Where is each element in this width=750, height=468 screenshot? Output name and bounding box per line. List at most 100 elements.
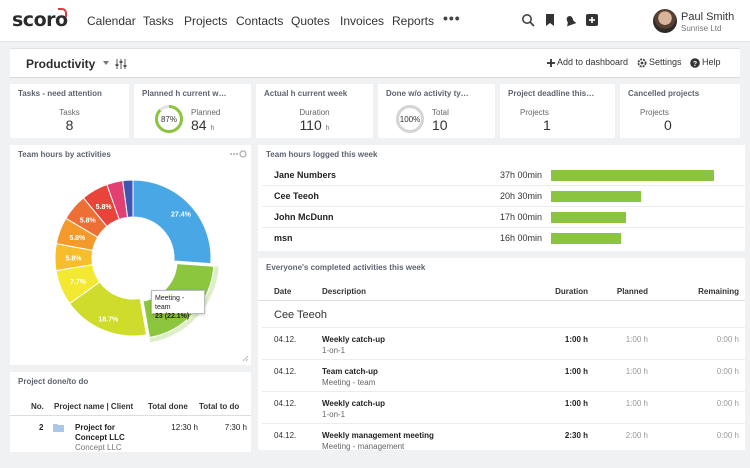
column-description[interactable]: Description xyxy=(322,287,367,296)
project-row[interactable]: 2 Project for Concept LLC Concept LLC 12… xyxy=(10,418,251,452)
svg-text:?: ? xyxy=(693,61,697,68)
team-hours-row[interactable]: Jane Numbers 37h 00min xyxy=(262,165,745,186)
activity-duration: 1:00 h xyxy=(564,335,588,344)
sliders-icon[interactable] xyxy=(115,58,127,70)
activity-title[interactable]: Team catch-up xyxy=(322,367,378,376)
plus-icon[interactable] xyxy=(546,58,556,68)
kpi-label: Total xyxy=(432,108,449,117)
hours-bar xyxy=(551,233,622,244)
column-date[interactable]: Date xyxy=(274,287,292,296)
card-title: Project done/to do xyxy=(18,377,89,386)
search-icon[interactable] xyxy=(521,13,535,27)
activity-duration: 1:00 h xyxy=(564,399,588,408)
kpi-card-actual[interactable]: Actual h current week Duration 110 h xyxy=(256,84,373,138)
folder-icon xyxy=(53,424,64,432)
column-total-todo[interactable]: Total to do xyxy=(199,402,240,411)
activity-date: 04.12. xyxy=(274,399,297,408)
activity-remaining: 0:00 h xyxy=(716,399,739,408)
card-title: Team hours logged this week xyxy=(266,150,378,159)
nav-reports[interactable]: Reports xyxy=(392,14,435,28)
kpi-title: Tasks - need attention xyxy=(18,89,102,98)
dashboard-title[interactable]: Productivity xyxy=(26,57,96,71)
gear-icon[interactable] xyxy=(637,58,647,68)
team-hours-row[interactable]: John McDunn 17h 00min xyxy=(262,207,745,228)
activity-title[interactable]: Weekly management meeting xyxy=(322,431,434,440)
tooltip-value: 23 (22.1%) xyxy=(155,313,190,320)
completed-activities-card: Everyone's completed activities this wee… xyxy=(258,258,745,451)
kpi-value: 110 h xyxy=(299,117,330,133)
kpi-card-tasks[interactable]: Tasks - need attention Tasks 8 xyxy=(10,84,129,138)
nav-contacts[interactable]: Contacts xyxy=(236,14,284,28)
column-no[interactable]: No. xyxy=(31,402,44,411)
team-hours-row[interactable]: Cee Teeoh 20h 30min xyxy=(262,186,745,207)
scoro-logo[interactable]: scoro xyxy=(12,9,68,31)
kpi-label: Planned xyxy=(191,108,221,117)
project-name-line2[interactable]: Concept LLC xyxy=(75,433,125,442)
settings-button[interactable]: Settings xyxy=(649,57,682,67)
pie-slice[interactable] xyxy=(132,179,212,265)
kpi-value: 10 xyxy=(432,117,448,133)
activity-row[interactable]: 04.12. Weekly management meeting Meeting… xyxy=(262,424,745,451)
kpi-title: Done w/o activity ty… xyxy=(386,89,469,98)
kpi-card-done[interactable]: Done w/o activity ty… 100% Total 10 xyxy=(378,84,495,138)
resize-handle-icon[interactable] xyxy=(242,355,249,362)
activity-row[interactable]: 04.12. Weekly catch-up 1-on-1 1:00 h 1:0… xyxy=(262,392,745,424)
widget-options-icon[interactable] xyxy=(229,150,247,158)
hours-bar xyxy=(551,170,714,181)
kpi-title: Cancelled projects xyxy=(628,89,700,98)
activity-row[interactable]: 04.12. Team catch-up Meeting - team 1:00… xyxy=(262,360,745,392)
activity-title[interactable]: Weekly catch-up xyxy=(322,335,385,344)
ring-percentage: 87% xyxy=(160,115,177,124)
pie-slice-label: 7.7% xyxy=(70,279,87,286)
column-remaining[interactable]: Remaining xyxy=(698,287,739,296)
user-name[interactable]: Paul Smith xyxy=(681,11,735,23)
help-icon[interactable]: ? xyxy=(690,58,700,68)
kpi-card-planned[interactable]: Planned h current w… 87% Planned 84 h xyxy=(134,84,251,138)
column-planned[interactable]: Planned xyxy=(616,287,648,296)
notifications-icon[interactable] xyxy=(563,13,577,27)
pie-slice[interactable] xyxy=(122,179,134,218)
activity-title[interactable]: Weekly catch-up xyxy=(322,399,385,408)
pie-slice-label: 5.8% xyxy=(96,204,113,211)
chevron-down-icon[interactable] xyxy=(103,61,109,65)
user-avatar[interactable] xyxy=(653,9,677,33)
member-name: Cee Teeoh xyxy=(274,191,319,201)
column-project-name[interactable]: Project name | Client xyxy=(54,402,134,411)
member-hours: 20h 30min xyxy=(499,191,542,201)
kpi-card-deadline[interactable]: Project deadline this… Projects 1 xyxy=(500,84,615,138)
nav-projects[interactable]: Projects xyxy=(184,14,228,28)
activity-planned: 1:00 h xyxy=(625,335,648,344)
activity-type: 1-on-1 xyxy=(322,346,346,355)
logo-mark-icon xyxy=(58,8,67,17)
column-duration[interactable]: Duration xyxy=(555,287,588,296)
member-name: John McDunn xyxy=(274,212,334,222)
kpi-card-cancelled[interactable]: Cancelled projects Projects 0 xyxy=(620,84,740,138)
planned-ring-gauge xyxy=(155,105,183,133)
nav-more-button[interactable]: ••• xyxy=(443,10,461,26)
nav-quotes[interactable]: Quotes xyxy=(291,14,330,28)
done-ring-gauge xyxy=(396,105,424,133)
member-hours: 37h 00min xyxy=(499,170,542,180)
help-button[interactable]: Help xyxy=(702,57,721,67)
team-hours-row[interactable]: msn 16h 00min xyxy=(262,228,745,249)
kpi-title: Project deadline this… xyxy=(508,89,595,98)
kpi-label: Projects xyxy=(520,108,549,117)
nav-invoices[interactable]: Invoices xyxy=(340,14,385,28)
nav-tasks[interactable]: Tasks xyxy=(143,14,174,28)
activities-donut-chart[interactable]: 27.4%22.1%18.7%7.7%5.8%5.8%5.8%5.8% xyxy=(10,145,251,365)
activities-table-header: Date Description Duration Planned Remain… xyxy=(258,287,745,301)
activity-duration: 2:30 h xyxy=(564,431,588,440)
kpi-value: 8 xyxy=(65,117,74,133)
add-to-dashboard-button[interactable]: Add to dashboard xyxy=(557,57,629,67)
activity-planned: 2:00 h xyxy=(625,431,648,440)
project-name[interactable]: Project for xyxy=(75,423,116,432)
column-total-done[interactable]: Total done xyxy=(148,402,188,411)
member-hours: 17h 00min xyxy=(499,212,542,222)
activity-remaining: 0:00 h xyxy=(716,335,739,344)
bookmark-icon[interactable] xyxy=(543,13,557,27)
kpi-title: Actual h current week xyxy=(264,89,348,98)
nav-calendar[interactable]: Calendar xyxy=(87,14,136,28)
add-new-icon[interactable] xyxy=(585,13,599,27)
activity-row[interactable]: 04.12. Weekly catch-up 1-on-1 1:00 h 1:0… xyxy=(262,328,745,360)
activity-type: 1-on-1 xyxy=(322,410,346,419)
